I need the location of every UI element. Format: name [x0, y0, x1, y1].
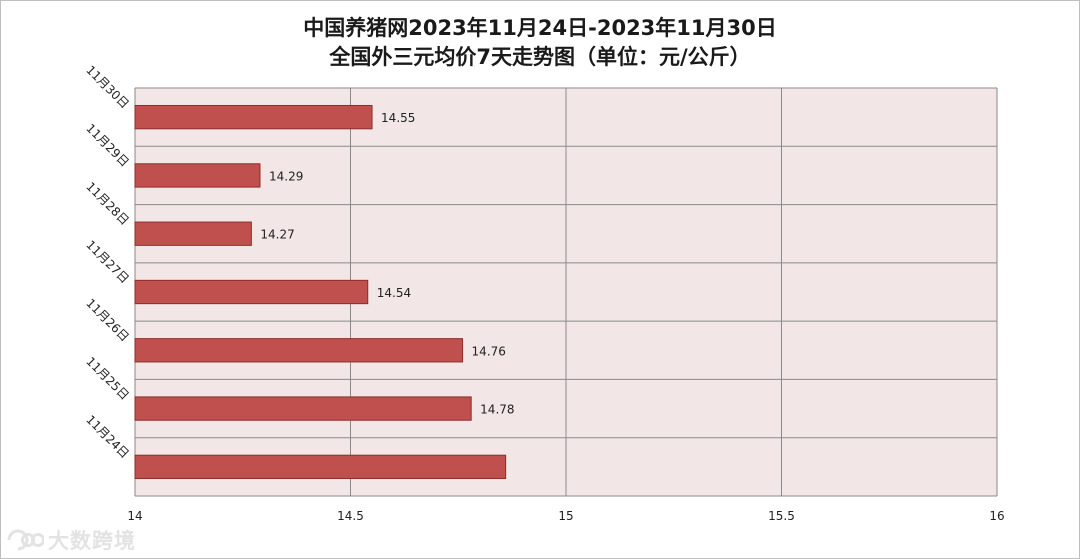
value-tick-label-3: 15.5 — [768, 509, 795, 523]
value-tick-label-1: 14.5 — [337, 509, 364, 523]
value-tick-label-4: 16 — [989, 509, 1004, 523]
category-label-2: 11月28日 — [83, 179, 131, 227]
data-label-1: 14.29 — [269, 169, 303, 183]
bar-2 — [134, 221, 252, 246]
category-label-1: 11月29日 — [83, 121, 131, 169]
bar-0 — [134, 104, 373, 130]
watermark-text: 大数跨境 — [48, 529, 136, 553]
chart-title-line2: 全国外三元均价7天走势图（单位：元/公斤） — [329, 45, 751, 69]
category-axis-labels: 11月30日 11月29日 11月28日 11月27日 11月26日 11月25日 11月2… — [83, 63, 131, 461]
watermark: 大数跨境 — [6, 525, 136, 555]
watermark-logo-icon — [7, 529, 44, 551]
data-label-2: 14.27 — [260, 228, 294, 242]
category-label-4: 11月26日 — [83, 296, 131, 344]
category-label-6: 11月24日 — [83, 413, 131, 461]
bar-6 — [134, 454, 507, 480]
chart-title-line1: 中国养猪网2023年11月24日-2023年11月30日 — [303, 16, 777, 40]
category-label-0: 11月30日 — [83, 63, 131, 111]
bar-1 — [134, 163, 261, 188]
value-axis-labels: 14 14.5 15 15.5 16 — [127, 509, 1004, 523]
chart-title: 中国养猪网2023年11月24日-2023年11月30日 全国外三元均价7天走势… — [0, 14, 1080, 72]
data-label-3: 14.54 — [377, 286, 411, 300]
data-label-0: 14.55 — [381, 111, 415, 125]
value-tick-label-2: 15 — [558, 509, 573, 523]
category-label-3: 11月27日 — [83, 238, 131, 286]
category-label-5: 11月25日 — [83, 354, 131, 402]
bar-4 — [134, 338, 464, 363]
data-label-5: 14.78 — [480, 403, 514, 417]
bar-3 — [134, 279, 369, 305]
data-labels: 14.55 14.29 14.27 14.54 14.76 14.78 — [260, 111, 514, 416]
bars — [134, 104, 507, 480]
bar-5 — [134, 396, 472, 421]
data-label-4: 14.76 — [472, 344, 506, 358]
value-tick-label-0: 14 — [127, 509, 142, 523]
